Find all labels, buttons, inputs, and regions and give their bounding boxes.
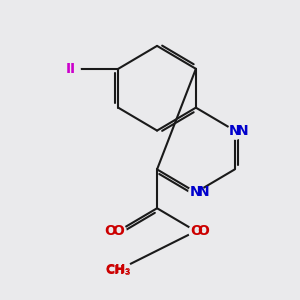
- Text: N: N: [229, 124, 241, 138]
- Text: N: N: [236, 124, 248, 138]
- Text: I: I: [70, 62, 75, 76]
- Text: CH$_3$: CH$_3$: [105, 262, 132, 278]
- Text: N: N: [190, 185, 202, 200]
- Text: O: O: [112, 224, 124, 238]
- Text: I: I: [65, 62, 70, 76]
- Text: O: O: [198, 224, 209, 238]
- Text: CH₃: CH₃: [106, 263, 131, 277]
- Text: N: N: [198, 185, 209, 200]
- Text: O: O: [190, 224, 202, 238]
- Text: O: O: [105, 224, 116, 238]
